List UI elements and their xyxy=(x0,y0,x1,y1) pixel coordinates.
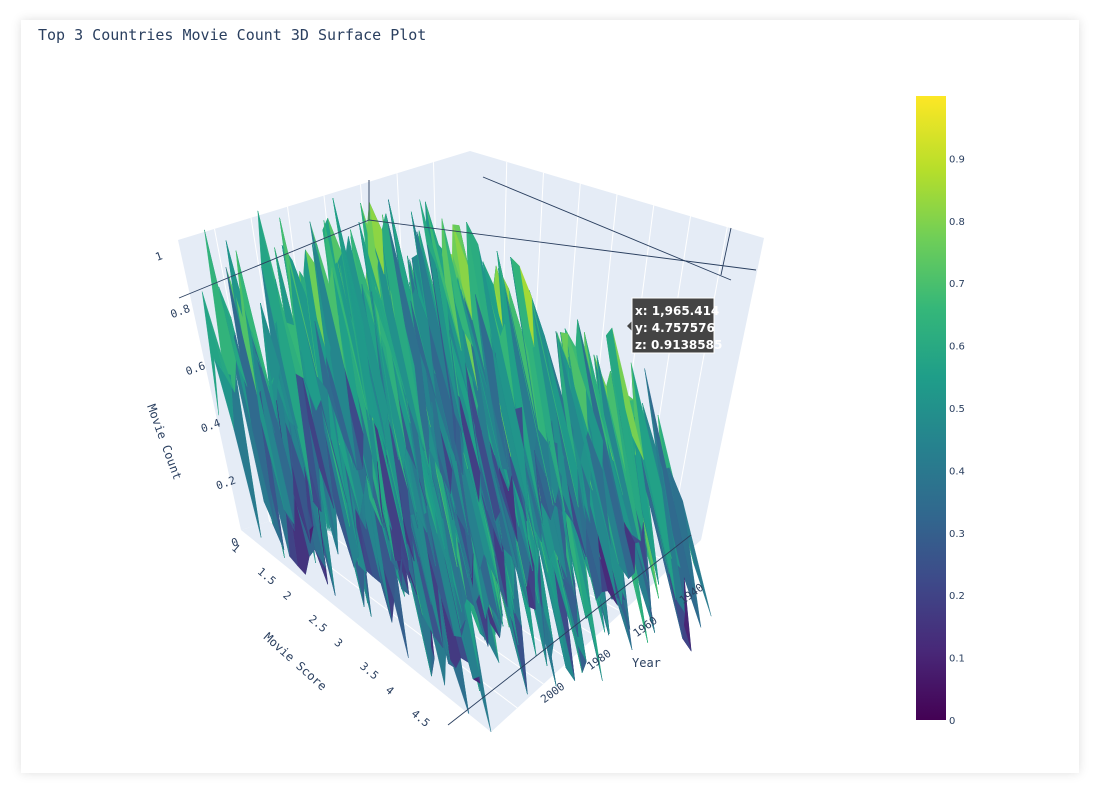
y-tick-label: 4 xyxy=(383,683,397,697)
y-tick-label: 3.5 xyxy=(357,660,381,683)
colorbar-tick-label: 0.7 xyxy=(949,279,965,290)
z-tick-label: 0.8 xyxy=(169,302,192,321)
z-tick-label: 0 xyxy=(230,535,241,549)
z-tick-label: 0.2 xyxy=(214,474,237,493)
colorbar-ticks: 0 0.1 0.2 0.3 0.4 0.5 0.6 0.7 0.8 0.9 xyxy=(949,154,965,727)
z-tick-label: 1 xyxy=(154,249,165,263)
surface-mesh[interactable] xyxy=(201,197,712,733)
tooltip-y: y: 4.757576 xyxy=(635,321,715,335)
y-tick-label: 3 xyxy=(332,636,345,650)
colorbar-tick-label: 0 xyxy=(949,716,955,727)
colorbar-tick-label: 0.9 xyxy=(949,154,965,165)
colorbar-tick-label: 0.4 xyxy=(949,466,965,477)
colorbar-tick-label: 0.6 xyxy=(949,342,965,353)
z-tick-label: 0.4 xyxy=(199,416,222,435)
y-axis-title: Movie Score xyxy=(261,630,329,694)
y-tick-label: 4.5 xyxy=(409,707,433,730)
colorbar-tick-label: 0.2 xyxy=(949,591,965,602)
x-tick-label: 1980 xyxy=(585,647,614,673)
z-axis-title: Movie Count xyxy=(144,402,184,481)
tooltip-x: x: 1,965.414 xyxy=(635,304,719,318)
colorbar[interactable] xyxy=(916,96,946,720)
tooltip-box xyxy=(631,297,715,354)
x-tick-label: 1960 xyxy=(631,614,660,640)
y-tick-label: 1.5 xyxy=(255,565,279,588)
axis-frame xyxy=(178,176,757,726)
hover-tooltip: x: 1,965.414 y: 4.757576 z: 0.9138585 xyxy=(627,297,722,354)
surface-plot[interactable]: 00.20.40.60.8111.522.533.544.51940196019… xyxy=(21,20,1079,773)
colorbar-tick-label: 0.3 xyxy=(949,529,965,540)
colorbar-tick-label: 0.8 xyxy=(949,217,965,228)
colorbar-tick-label: 0.5 xyxy=(949,404,965,415)
x-axis-title: Year xyxy=(632,656,661,670)
y-tick-label: 2.5 xyxy=(306,612,330,635)
surface-cell xyxy=(201,291,225,416)
tooltip-z: z: 0.9138585 xyxy=(635,338,722,352)
colorbar-tick-label: 0.1 xyxy=(949,654,965,665)
chart-title: Top 3 Countries Movie Count 3D Surface P… xyxy=(38,26,427,44)
y-tick-label: 2 xyxy=(280,589,293,603)
chart-card: Top 3 Countries Movie Count 3D Surface P… xyxy=(21,20,1079,773)
z-tick-label: 0.6 xyxy=(184,359,207,378)
